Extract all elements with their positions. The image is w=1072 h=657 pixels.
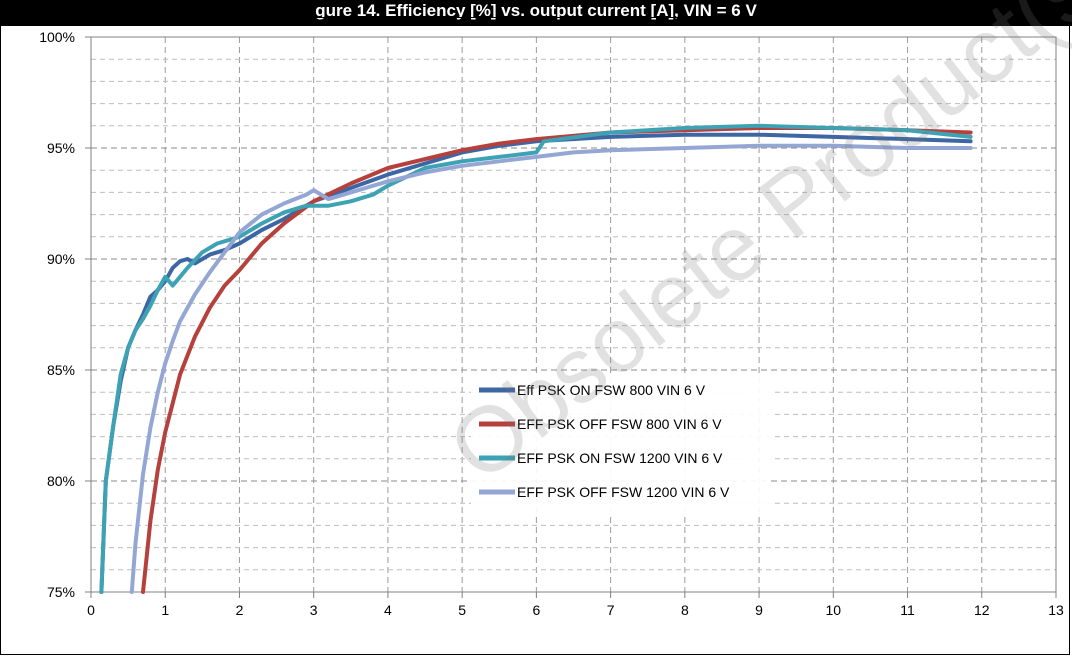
x-tick-label: 12 bbox=[974, 602, 990, 618]
x-tick-label: 9 bbox=[755, 602, 763, 618]
y-tick-label: 85% bbox=[47, 362, 75, 378]
x-tick-label: 13 bbox=[1048, 602, 1064, 618]
x-tick-label: 7 bbox=[607, 602, 615, 618]
y-axis-tick-labels: 75% 80% 85% 90% 95% 100% bbox=[39, 29, 91, 600]
data-series bbox=[99, 123, 973, 594]
legend-label: EFF PSK ON FSW 1200 VIN 6 V bbox=[517, 450, 723, 466]
x-tick-label: 1 bbox=[161, 602, 169, 618]
legend-label: Eff PSK ON FSW 800 VIN 6 V bbox=[517, 382, 706, 398]
chart-frame: 75% 80% 85% 90% 95% 100% 0 1 2 3 4 5 6 7 8 9 10 11 12 13 E… bbox=[0, 17, 1070, 655]
x-tick-label: 6 bbox=[532, 602, 540, 618]
series-line-2 bbox=[141, 126, 973, 594]
x-tick-label: 2 bbox=[236, 602, 244, 618]
legend: Eff PSK ON FSW 800 VIN 6 V EFF PSK OFF FS… bbox=[471, 373, 771, 513]
figure-title: gure 14. Efficiency [%] vs. output curre… bbox=[0, 0, 1072, 26]
x-tick-label: 0 bbox=[87, 602, 95, 618]
x-tick-label: 10 bbox=[826, 602, 842, 618]
x-tick-label: 8 bbox=[681, 602, 689, 618]
plot-area-border bbox=[90, 36, 1057, 593]
y-tick-label: 100% bbox=[39, 29, 75, 45]
x-tick-label: 11 bbox=[900, 602, 915, 618]
x-tick-label: 4 bbox=[384, 602, 392, 618]
series-line-4 bbox=[129, 143, 973, 594]
legend-label: EFF PSK OFF FSW 800 VIN 6 V bbox=[517, 416, 722, 432]
x-axis-tick-labels: 0 1 2 3 4 5 6 7 8 9 10 11 12 13 bbox=[87, 592, 1064, 618]
efficiency-chart: 75%80%85%90%95%100% 0 1 2 3 4 5 6 7 8 9 10 11 12 13 E… bbox=[39, 29, 1064, 618]
x-tick-label: 3 bbox=[310, 602, 318, 618]
y-tick-label: 95% bbox=[47, 140, 75, 156]
y-tick-label: 80% bbox=[47, 473, 75, 489]
series-line-1 bbox=[99, 132, 973, 594]
legend-box bbox=[471, 373, 771, 513]
y-tick-label: 90% bbox=[47, 251, 75, 267]
legend-label: EFF PSK OFF FSW 1200 VIN 6 V bbox=[517, 484, 730, 500]
y-tick-label: 75% bbox=[47, 584, 75, 600]
x-tick-label: 5 bbox=[458, 602, 466, 618]
series-line-3 bbox=[99, 123, 973, 594]
